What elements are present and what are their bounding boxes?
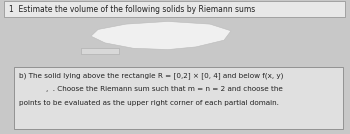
Text: points to be evaluated as the upper right corner of each partial domain.: points to be evaluated as the upper righ… [19, 100, 279, 105]
Polygon shape [91, 21, 231, 50]
Text: 1  Estimate the volume of the following solids by Riemann sums: 1 Estimate the volume of the following s… [9, 5, 255, 14]
Text: ,  . Choose the Riemann sum such that m = n = 2 and choose the: , . Choose the Riemann sum such that m =… [19, 86, 283, 92]
FancyBboxPatch shape [14, 67, 343, 129]
FancyBboxPatch shape [4, 1, 345, 17]
Text: b) The solid lying above the rectangle R = [0,2] × [0, 4] and below f(x, y): b) The solid lying above the rectangle R… [19, 72, 284, 79]
FancyBboxPatch shape [80, 48, 119, 54]
